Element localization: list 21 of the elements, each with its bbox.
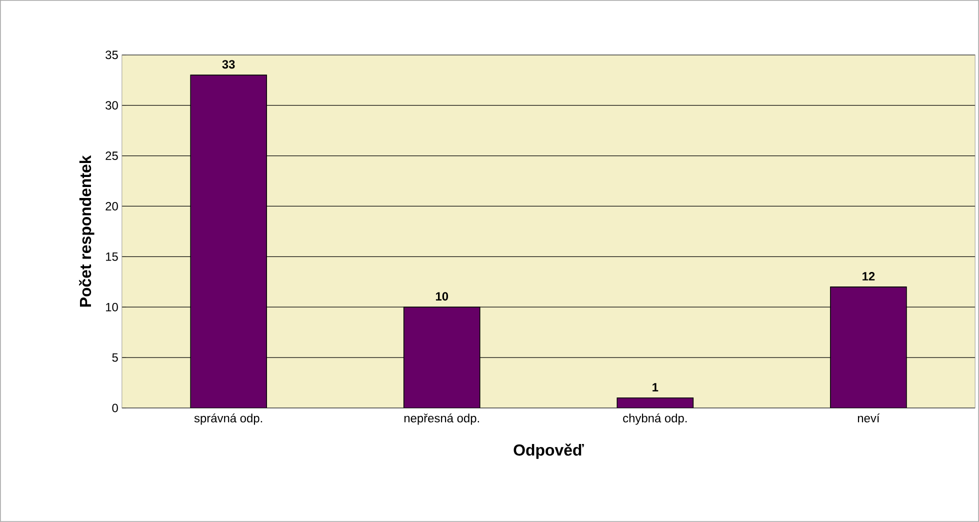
x-tick-label: neví: [858, 414, 880, 422]
y-tick-label: 15: [106, 252, 118, 261]
y-tick-label: 10: [106, 302, 118, 312]
y-tick-label: 0: [112, 404, 118, 412]
y-tick-label: 35: [106, 50, 118, 60]
data-label: 12: [862, 272, 875, 280]
y-tick-label: 5: [112, 353, 118, 362]
bar: [830, 286, 907, 408]
y-tick-label: 30: [106, 101, 118, 110]
x-tick-label: správná odp.: [194, 414, 262, 425]
x-tick-label: nepřesná odp.: [404, 414, 479, 425]
bar: [403, 306, 480, 408]
y-axis-title: Počet respondentek: [79, 155, 94, 307]
bar: [190, 74, 267, 408]
data-label: 10: [436, 292, 448, 301]
x-axis-title: Odpověď: [514, 444, 584, 459]
data-label: 1: [652, 383, 658, 392]
data-label: 33: [222, 60, 235, 69]
y-tick-label: 20: [106, 202, 118, 210]
x-tick-label: chybná odp.: [623, 414, 687, 425]
y-tick-label: 25: [106, 152, 118, 160]
